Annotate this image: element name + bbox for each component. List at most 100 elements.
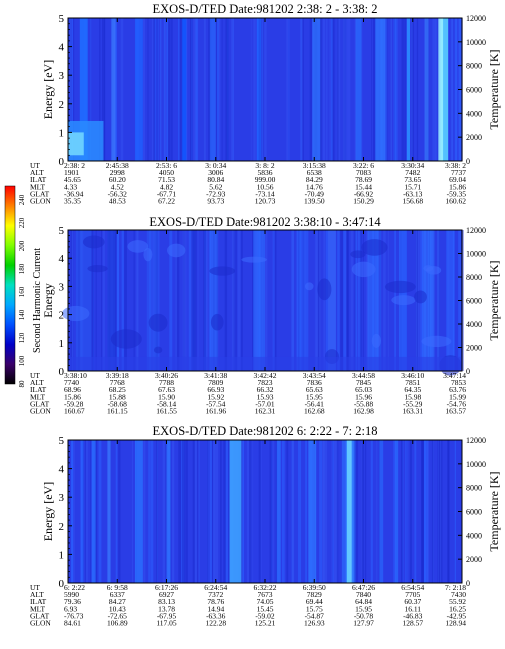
spectrogram-band bbox=[440, 440, 443, 583]
spectrogram-band bbox=[71, 18, 73, 161]
spectrogram-band bbox=[354, 230, 356, 371]
spectrogram-band bbox=[379, 230, 380, 371]
table-cell: 67.22 bbox=[158, 197, 175, 206]
table-cell: 4.52 bbox=[111, 182, 124, 191]
table-row-label: UT bbox=[30, 583, 40, 592]
spectrogram-band bbox=[197, 230, 199, 371]
spectrogram-stripe bbox=[276, 440, 281, 583]
table-cell: 15.86 bbox=[64, 392, 81, 401]
table-cell: 93.73 bbox=[207, 197, 224, 206]
spectrogram-band bbox=[195, 18, 199, 161]
spectrogram-band bbox=[120, 18, 124, 161]
right-tick-label: 8000 bbox=[466, 484, 482, 493]
spectrogram-stripe bbox=[296, 230, 309, 371]
spectrogram-band bbox=[364, 440, 367, 583]
table-cell: 60.20 bbox=[109, 175, 126, 184]
spectrogram-stripe bbox=[134, 440, 143, 583]
spectrogram-stripe bbox=[209, 230, 218, 371]
spectrogram-band bbox=[221, 18, 223, 161]
spectrogram-band bbox=[170, 18, 172, 161]
left-tick-label: 3 bbox=[59, 492, 65, 504]
spectrogram-stripe bbox=[440, 18, 449, 161]
table-cell: 84.27 bbox=[109, 597, 126, 606]
table-cell: -66.92 bbox=[354, 189, 374, 198]
spectrogram-band bbox=[345, 18, 348, 161]
spectrogram-band bbox=[224, 230, 228, 371]
spectrogram-stripe bbox=[375, 18, 386, 161]
table-cell: 69.04 bbox=[449, 175, 466, 184]
table-cell: 6:47:26 bbox=[352, 583, 375, 592]
spectrogram-band bbox=[454, 18, 458, 161]
colorbar-tick-label: 180 bbox=[18, 263, 26, 274]
spectrogram-band bbox=[402, 440, 404, 583]
table-cell: 7823 bbox=[258, 378, 273, 387]
spectrogram-band bbox=[153, 18, 156, 161]
spectrogram-stripe bbox=[229, 440, 242, 583]
table-cell: 16.25 bbox=[449, 604, 466, 613]
table-cell: 162.31 bbox=[255, 407, 276, 416]
spectrogram-band bbox=[291, 230, 294, 371]
spectrogram-band bbox=[94, 440, 98, 583]
spectrogram-band bbox=[300, 18, 301, 161]
spectrogram-band bbox=[354, 18, 357, 161]
spectrogram-band bbox=[323, 230, 326, 371]
table-row-label: GLAT bbox=[30, 189, 50, 198]
spectrogram-band bbox=[193, 18, 195, 161]
spectrogram-band bbox=[148, 440, 150, 583]
spectrogram-band bbox=[440, 440, 442, 583]
spectrogram-band bbox=[116, 230, 119, 371]
table-row-label: ILAT bbox=[30, 175, 47, 184]
spectrogram-band bbox=[320, 440, 321, 583]
spectrogram-band bbox=[215, 440, 219, 583]
spectrogram-band bbox=[253, 18, 256, 161]
table-cell: 65.03 bbox=[355, 385, 372, 394]
spectrogram-band bbox=[330, 18, 333, 161]
table-cell: 6.93 bbox=[64, 604, 77, 613]
spectrogram-band bbox=[70, 18, 72, 161]
spectrogram-band bbox=[326, 18, 328, 161]
spectrogram-band bbox=[118, 440, 121, 583]
right-tick-label: 2000 bbox=[466, 133, 482, 142]
spectrogram-blob bbox=[127, 240, 149, 253]
spectrogram-blob bbox=[351, 261, 376, 278]
spectrogram-band bbox=[393, 440, 396, 583]
spectrogram-stripe bbox=[166, 440, 171, 583]
table-cell: -42.95 bbox=[447, 611, 467, 620]
table-cell: 10.56 bbox=[257, 182, 274, 191]
spectrogram-band bbox=[346, 230, 349, 371]
table-cell: 163.31 bbox=[402, 407, 423, 416]
table-cell: 3:15:38 bbox=[303, 161, 326, 170]
table-cell: -67.95 bbox=[157, 611, 177, 620]
spectrogram-band bbox=[188, 230, 192, 371]
spectrogram-stripe bbox=[209, 18, 216, 161]
table-row-label: GLON bbox=[30, 407, 51, 416]
table-cell: 3:38: 2 bbox=[445, 161, 466, 170]
spectrogram-band bbox=[431, 440, 434, 583]
colorbar-gradient bbox=[4, 185, 16, 385]
table-cell: -56.32 bbox=[108, 189, 128, 198]
table-cell: 6:54:54 bbox=[401, 583, 424, 592]
spectrogram-band bbox=[216, 18, 218, 161]
spectrogram-band bbox=[246, 440, 250, 583]
spectrogram-band bbox=[425, 440, 429, 583]
table-cell: 128.94 bbox=[445, 619, 466, 628]
colorbar-tick-label: 160 bbox=[18, 286, 26, 297]
right-tick-label: 2000 bbox=[466, 555, 482, 564]
spectrogram-band bbox=[447, 440, 450, 583]
bright-stripe bbox=[346, 440, 352, 583]
spectrogram-band bbox=[71, 230, 74, 371]
spectrogram-band bbox=[350, 230, 354, 371]
table-row-label: ILAT bbox=[30, 385, 47, 394]
spectrogram-band bbox=[337, 230, 340, 371]
spectrogram-panel: EXOS-D/TED Date:981202 6: 2:22 - 7: 2:18… bbox=[30, 424, 501, 628]
spectrogram-blob bbox=[421, 335, 452, 347]
spectrogram-band bbox=[216, 18, 219, 161]
spectrogram-band bbox=[262, 18, 264, 161]
table-cell: 3:44:58 bbox=[352, 371, 375, 380]
spectrogram-band bbox=[90, 18, 92, 161]
table-cell: 117.05 bbox=[156, 619, 177, 628]
spectrogram-band bbox=[90, 440, 92, 583]
table-cell: 66.32 bbox=[257, 385, 274, 394]
spectrogram-band bbox=[355, 230, 358, 371]
spectrogram-band bbox=[337, 18, 339, 161]
